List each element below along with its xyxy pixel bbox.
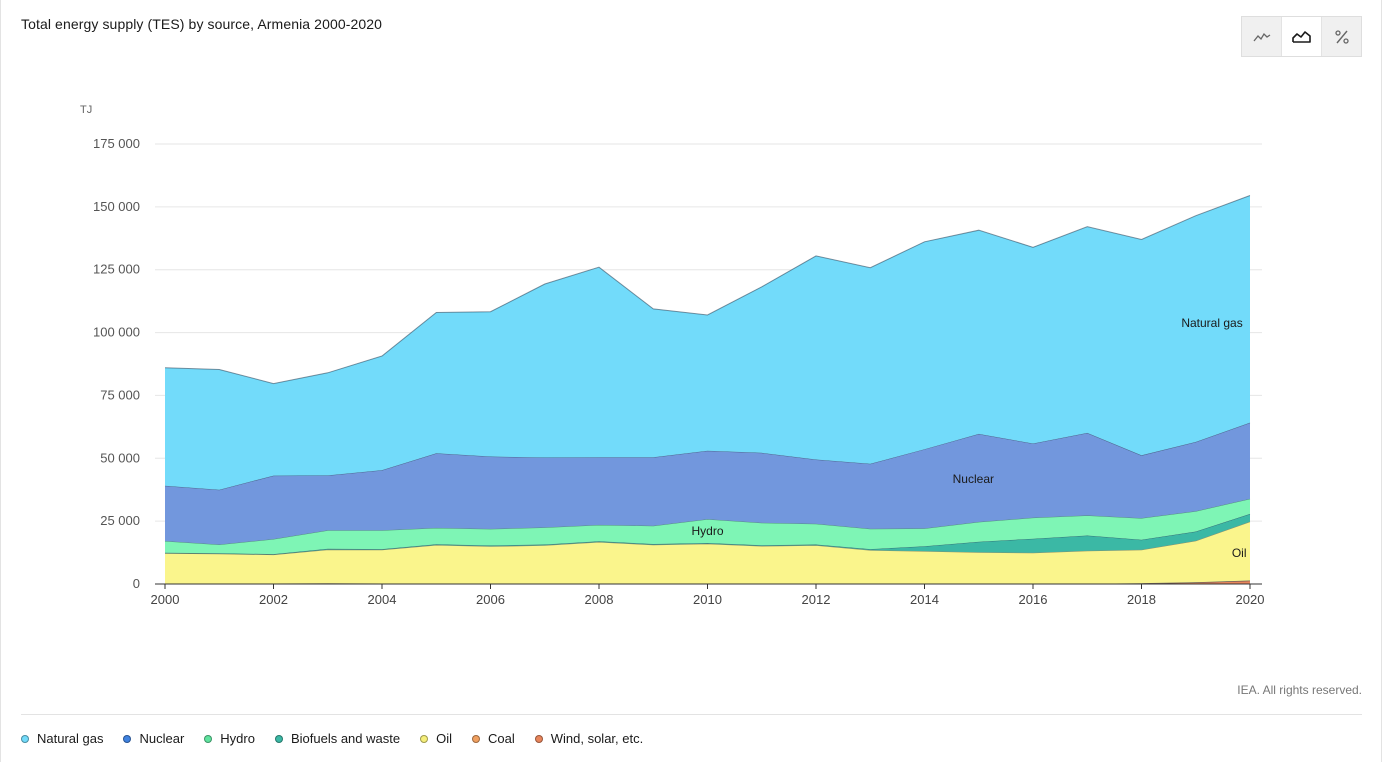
- area-hydro: [165, 498, 1250, 555]
- legend-item-nuclear[interactable]: Nuclear: [123, 731, 184, 746]
- y-tick-label: 125 000: [93, 262, 140, 277]
- legend-item-coal[interactable]: Coal: [471, 731, 515, 746]
- x-tick-label: 2008: [585, 592, 614, 607]
- legend-label: Nuclear: [139, 731, 185, 746]
- area-chart-icon: [1291, 30, 1311, 43]
- line-chart-icon: [1252, 32, 1270, 41]
- x-tick-label: 2000: [151, 592, 180, 607]
- legend-label: Natural gas: [37, 731, 104, 746]
- y-tick-label: 150 000: [93, 199, 140, 214]
- legend-swatch: [274, 734, 283, 743]
- chart-title: Total energy supply (TES) by source, Arm…: [21, 16, 383, 32]
- y-tick-label: 100 000: [93, 325, 140, 340]
- line-view-button[interactable]: [1242, 17, 1281, 56]
- x-tick-label: 2018: [1127, 592, 1156, 607]
- legend-swatch: [420, 734, 429, 743]
- y-tick-label: 175 000: [93, 136, 140, 151]
- legend-label: Hydro: [220, 731, 255, 746]
- legend-swatch: [123, 734, 132, 743]
- percent-icon: [1334, 29, 1349, 44]
- legend-label: Oil: [436, 731, 452, 746]
- x-tick-label: 2004: [368, 592, 397, 607]
- area-oil: [165, 521, 1250, 584]
- legend-label: Biofuels and waste: [290, 731, 401, 746]
- legend-swatch: [204, 734, 213, 743]
- axes: TJ 0 25 000 50 000 75 000 100 000 125 000 150 0…: [80, 104, 1264, 607]
- y-unit-label: TJ: [80, 104, 92, 116]
- y-tick-label: 0: [133, 576, 140, 591]
- area-view-button[interactable]: [1281, 17, 1321, 56]
- area-natural-gas: [165, 195, 1250, 490]
- area-series: [164, 195, 1251, 585]
- legend: Natural gas Nuclear Hydro Biofuels and wast…: [21, 731, 663, 746]
- x-tick-label: 2016: [1019, 592, 1048, 607]
- percent-view-button[interactable]: [1321, 17, 1361, 56]
- x-tick-label: 2020: [1236, 592, 1265, 607]
- legend-label: Wind, solar, etc.: [550, 731, 644, 746]
- legend-item-natural-gas[interactable]: Natural gas: [21, 731, 103, 746]
- legend-swatch: [21, 734, 29, 743]
- legend-item-wind-solar-etc[interactable]: Wind, solar, etc.: [534, 731, 644, 746]
- legend-item-hydro[interactable]: Hydro: [204, 731, 255, 746]
- area-labels: Natural gas Nuclear Hydro Oil: [691, 316, 1246, 560]
- y-tick-label: 25 000: [100, 513, 140, 528]
- x-tick-label: 2014: [910, 592, 939, 607]
- x-tick-label: 2010: [693, 592, 722, 607]
- legend-swatch: [471, 734, 480, 743]
- y-tick-label: 75 000: [100, 387, 140, 402]
- area-label-hydro: Hydro: [691, 524, 723, 538]
- legend-item-biofuels-and-waste[interactable]: Biofuels and waste: [274, 731, 401, 746]
- stacked-area-chart: TJ 0 25 000 50 000 75 000 100 000 125 000 150 0…: [80, 104, 1264, 607]
- x-tick-label: 2002: [259, 592, 288, 607]
- series-line-natural-gas: [164, 195, 1251, 385]
- area-nuclear: [165, 422, 1250, 545]
- area-label-oil: Oil: [1232, 546, 1247, 560]
- credit-text: IEA. All rights reserved.: [1237, 683, 1362, 697]
- legend-swatch: [534, 734, 543, 743]
- chart-view-toggle: [1241, 16, 1362, 57]
- legend-item-oil[interactable]: Oil: [420, 731, 452, 746]
- legend-divider: [21, 714, 1362, 715]
- legend-label: Coal: [487, 731, 515, 746]
- y-tick-label: 50 000: [100, 450, 140, 465]
- area-label-nuclear: Nuclear: [953, 472, 994, 486]
- x-tick-label: 2006: [476, 592, 505, 607]
- area-label-natural-gas: Natural gas: [1181, 316, 1242, 330]
- x-tick-label: 2012: [802, 592, 831, 607]
